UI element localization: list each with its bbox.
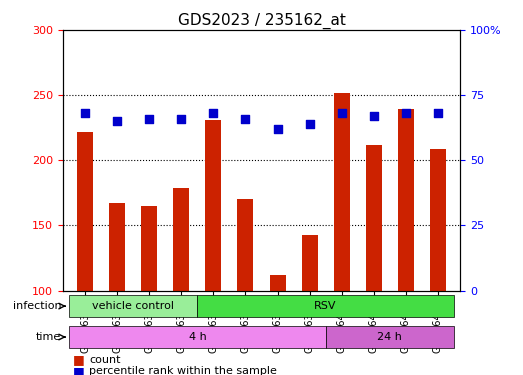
Text: vehicle control: vehicle control bbox=[92, 301, 174, 311]
Point bbox=[113, 118, 121, 124]
Title: GDS2023 / 235162_at: GDS2023 / 235162_at bbox=[178, 12, 345, 28]
Text: ■: ■ bbox=[73, 354, 85, 366]
Point bbox=[305, 121, 314, 127]
Point bbox=[81, 110, 89, 116]
Bar bbox=[430, 148, 446, 291]
Point bbox=[370, 113, 378, 119]
Point bbox=[402, 110, 410, 116]
Text: time: time bbox=[36, 332, 61, 342]
Bar bbox=[269, 275, 286, 291]
Bar bbox=[206, 120, 221, 291]
Text: RSV: RSV bbox=[314, 301, 337, 311]
Text: 24 h: 24 h bbox=[377, 332, 402, 342]
Bar bbox=[77, 132, 93, 291]
Text: count: count bbox=[89, 355, 120, 365]
Bar bbox=[109, 203, 126, 291]
Point bbox=[274, 126, 282, 132]
FancyBboxPatch shape bbox=[326, 326, 454, 348]
Point bbox=[145, 116, 153, 122]
Bar bbox=[141, 206, 157, 291]
Point bbox=[241, 116, 249, 122]
Bar bbox=[237, 200, 254, 291]
FancyBboxPatch shape bbox=[69, 326, 326, 348]
FancyBboxPatch shape bbox=[197, 295, 454, 317]
Text: ■: ■ bbox=[73, 365, 85, 375]
Bar bbox=[173, 188, 189, 291]
Text: percentile rank within the sample: percentile rank within the sample bbox=[89, 366, 277, 375]
FancyBboxPatch shape bbox=[69, 295, 197, 317]
Point bbox=[434, 110, 442, 116]
Point bbox=[337, 110, 346, 116]
Bar bbox=[366, 145, 382, 291]
Bar bbox=[397, 110, 414, 291]
Point bbox=[209, 110, 218, 116]
Text: infection: infection bbox=[13, 301, 61, 311]
Bar bbox=[302, 235, 317, 291]
Point bbox=[177, 116, 186, 122]
Bar bbox=[334, 93, 350, 291]
Text: 4 h: 4 h bbox=[188, 332, 206, 342]
